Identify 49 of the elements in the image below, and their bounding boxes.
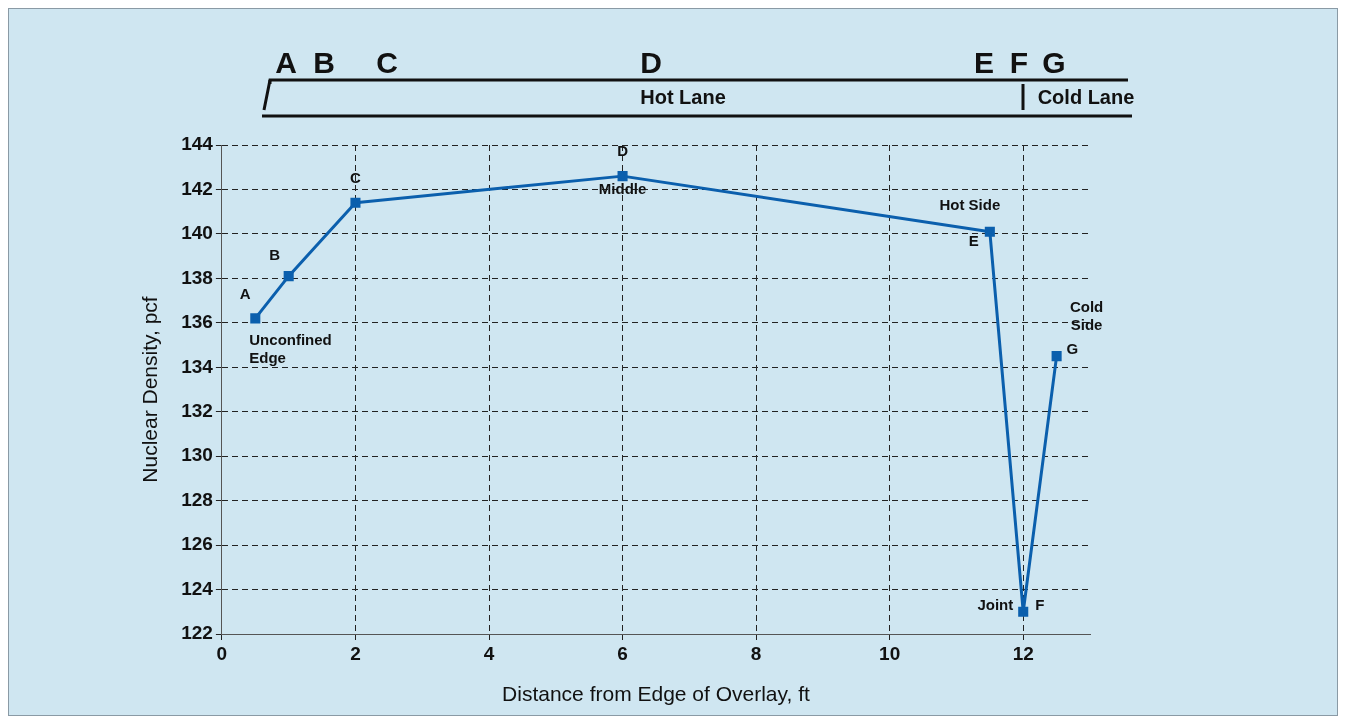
y-tick-label: 136	[181, 311, 213, 333]
annotation: Middle	[598, 180, 647, 198]
annotation: C	[350, 168, 362, 186]
annotation: F	[1035, 595, 1045, 613]
y-tick-label: 132	[181, 399, 213, 421]
point	[283, 271, 294, 282]
y-tick-label: 140	[181, 222, 213, 244]
point	[617, 171, 628, 182]
text: G	[1042, 46, 1066, 79]
x-tick-label: 10	[879, 642, 901, 664]
y-tick-label: 138	[181, 266, 213, 288]
x-tick-label: 4	[483, 642, 495, 664]
y-tick-label: 130	[181, 444, 213, 466]
y-axis-title: Nuclear Density, pcf	[138, 296, 162, 483]
annotation: Joint	[977, 595, 1014, 613]
annotation: A	[239, 284, 251, 302]
y-tick-label: 122	[181, 622, 213, 644]
annotation: Cold Side	[1069, 298, 1104, 334]
x-tick-label: 0	[216, 642, 228, 664]
x-tick-label: 12	[1012, 642, 1034, 664]
point	[984, 226, 995, 237]
point	[250, 313, 261, 324]
annotation: D	[617, 142, 629, 160]
x-tick-label: 2	[350, 642, 361, 664]
text: C	[376, 46, 398, 79]
x-tick-label: 6	[617, 642, 628, 664]
annotation: B	[269, 246, 281, 264]
annotation: G	[1066, 340, 1079, 358]
text: A	[275, 46, 297, 79]
y-tick-label: 124	[181, 577, 214, 599]
text: Hot Lane	[640, 86, 726, 108]
text: D	[640, 46, 662, 79]
y-tick-label: 126	[181, 533, 213, 555]
point	[350, 197, 361, 208]
annotation: Unconfined Edge	[249, 330, 332, 366]
annotation: Hot Side	[939, 195, 1001, 213]
text: Cold Lane	[1037, 86, 1135, 108]
point	[1018, 606, 1029, 617]
annotation: E	[968, 231, 979, 249]
text: F	[1009, 46, 1029, 79]
x-tick-label: 8	[750, 642, 762, 664]
point	[1051, 351, 1062, 362]
y-tick-label: 144	[181, 133, 214, 155]
y-tick-label: 134	[181, 355, 214, 377]
text: B	[313, 46, 335, 79]
text: E	[973, 46, 995, 79]
y-tick-label: 128	[181, 488, 213, 510]
y-tick-label: 142	[181, 177, 213, 199]
x-axis-title: Distance from Edge of Overlay, ft	[502, 682, 810, 706]
